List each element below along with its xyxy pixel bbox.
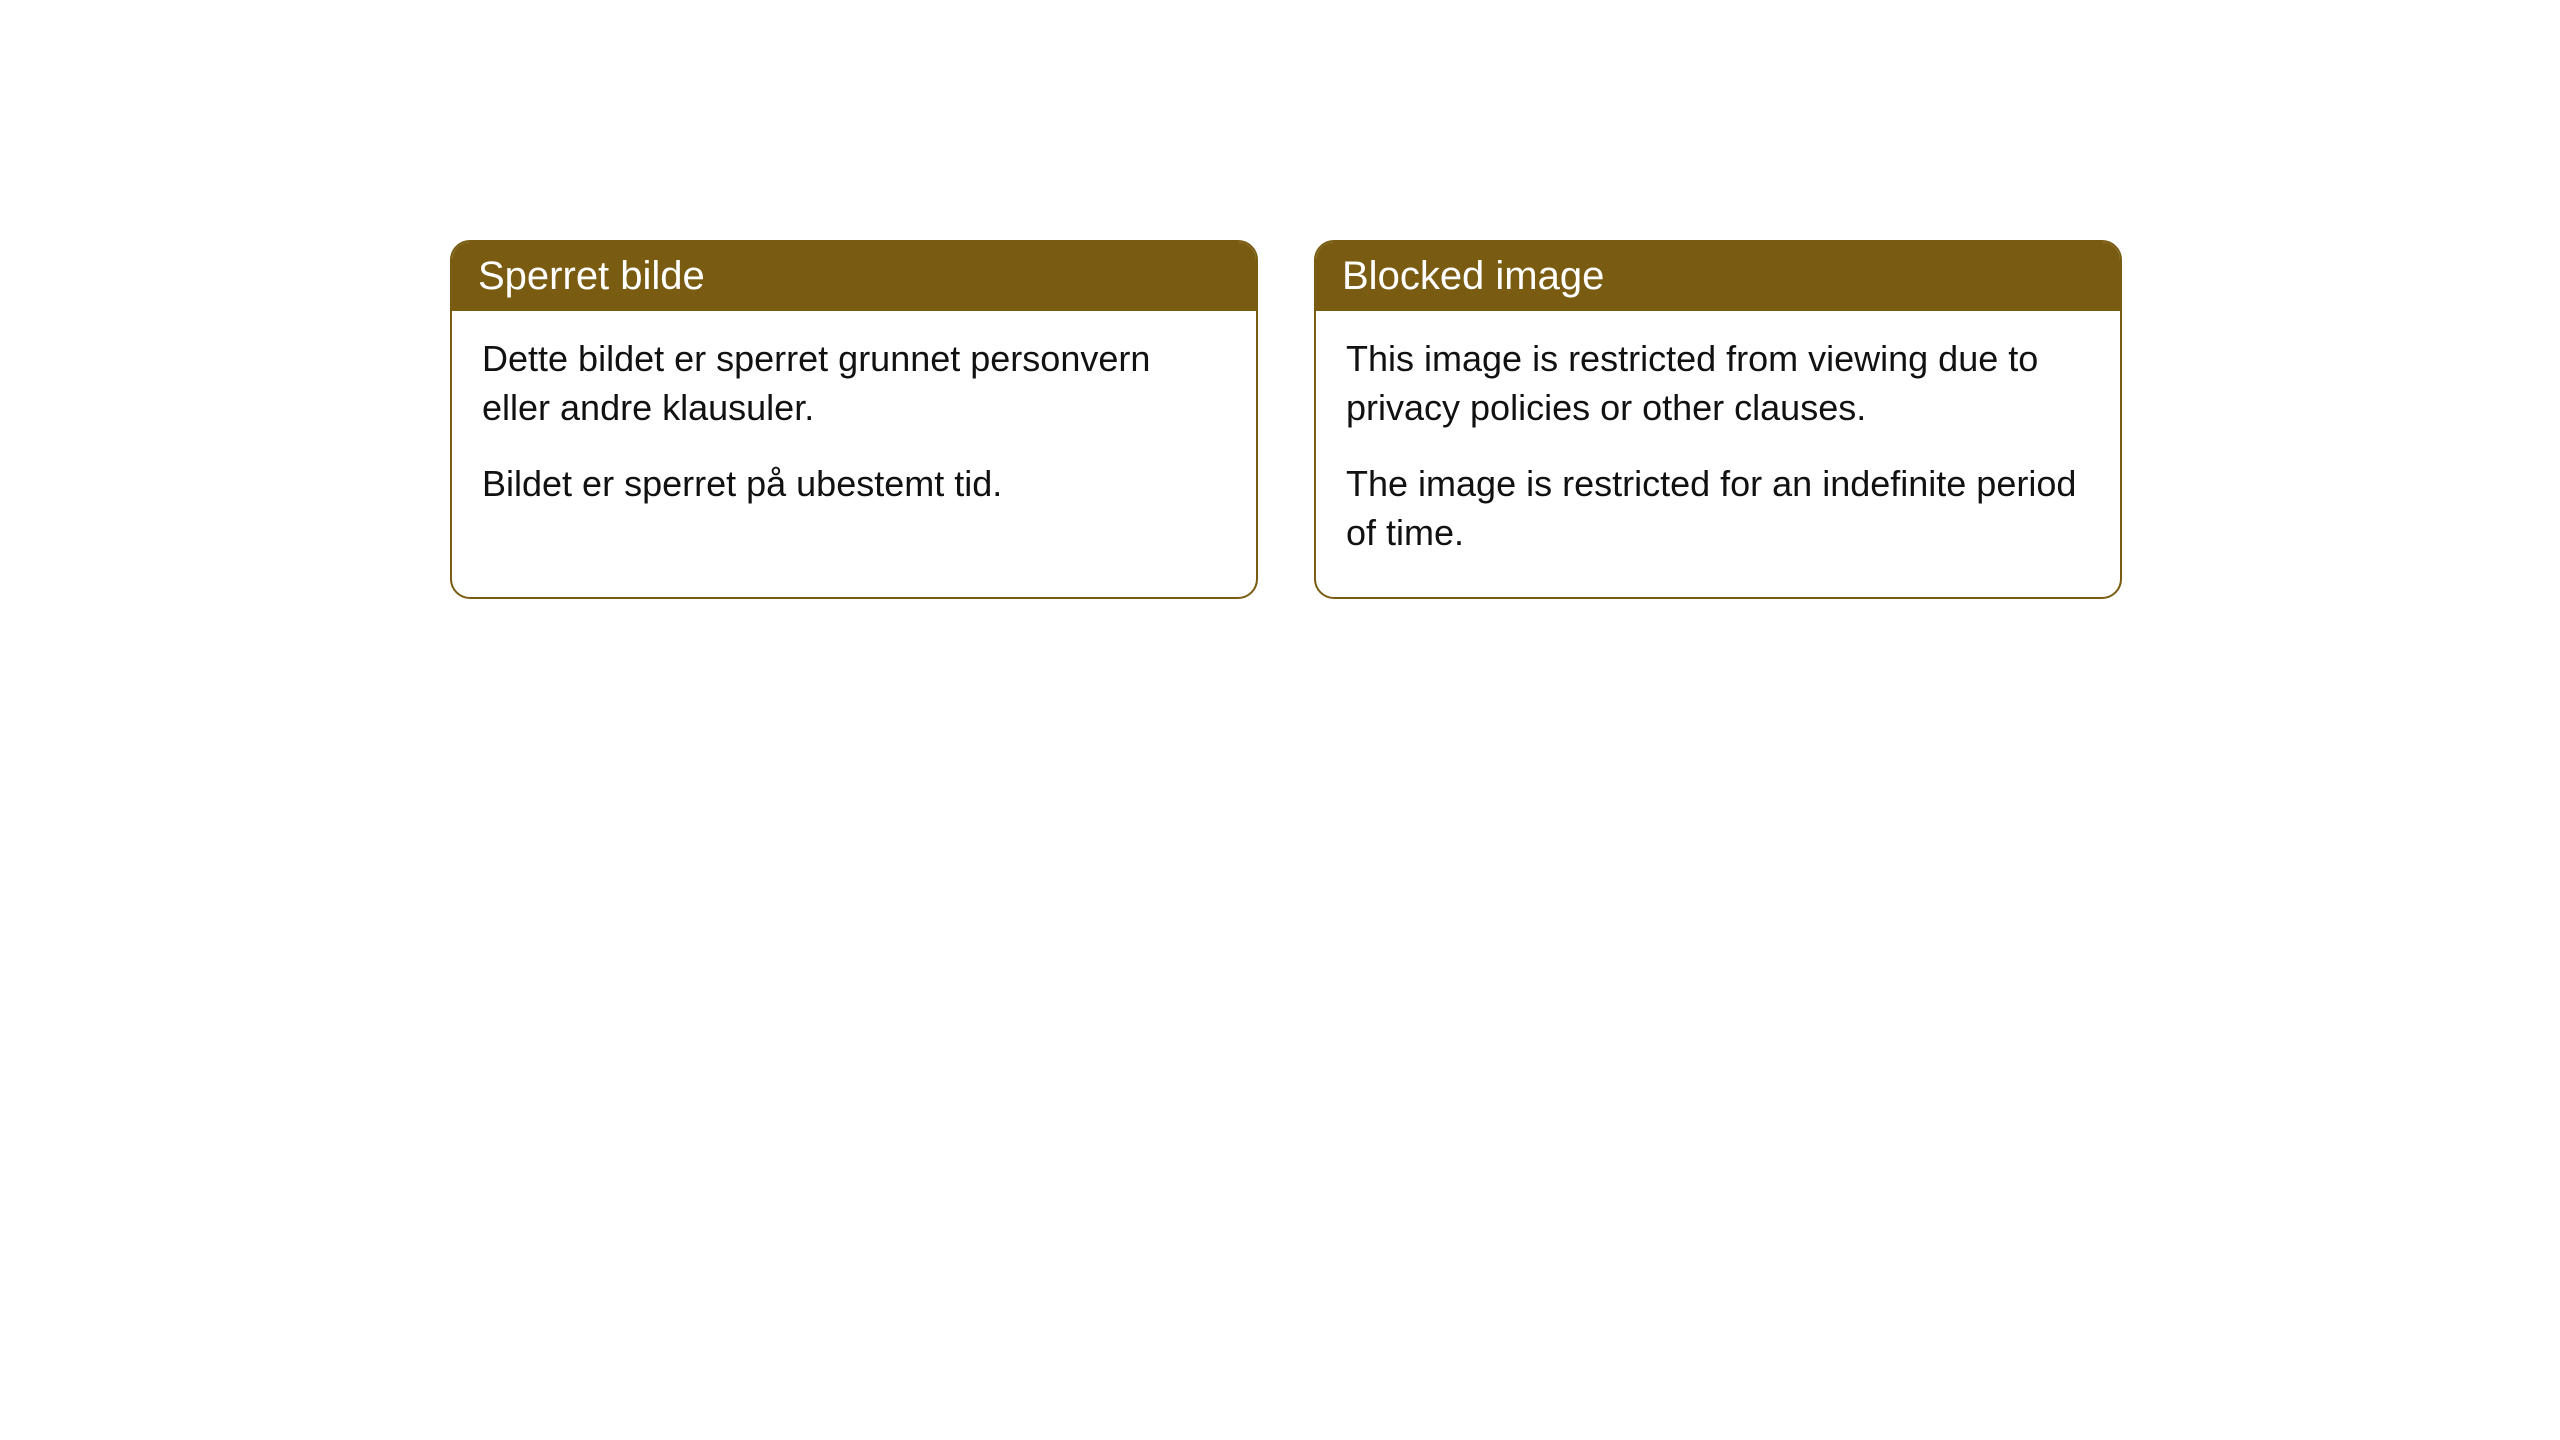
blocked-image-panel-norwegian: Sperret bilde Dette bildet er sperret gr…	[450, 240, 1258, 599]
blocked-image-panel-english: Blocked image This image is restricted f…	[1314, 240, 2122, 599]
notification-panels-container: Sperret bilde Dette bildet er sperret gr…	[450, 240, 2560, 599]
panel-paragraph: Bildet er sperret på ubestemt tid.	[482, 460, 1226, 509]
panel-body: Dette bildet er sperret grunnet personve…	[452, 311, 1256, 549]
panel-paragraph: Dette bildet er sperret grunnet personve…	[482, 335, 1226, 432]
panel-body: This image is restricted from viewing du…	[1316, 311, 2120, 597]
panel-header: Sperret bilde	[452, 242, 1256, 311]
panel-paragraph: The image is restricted for an indefinit…	[1346, 460, 2090, 557]
panel-paragraph: This image is restricted from viewing du…	[1346, 335, 2090, 432]
panel-header: Blocked image	[1316, 242, 2120, 311]
